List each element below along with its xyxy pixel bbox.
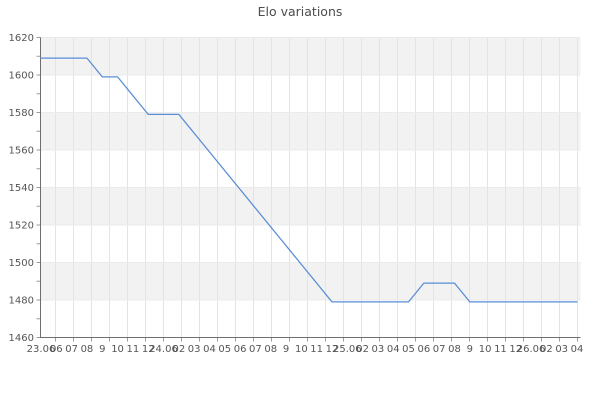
x-tick-label: 06 (417, 344, 430, 355)
horizontal-gridlines (40, 37, 581, 338)
x-tick-label: 08 (264, 344, 277, 355)
x-tick-label: 24.06 (149, 344, 178, 355)
x-tick-label: 10 (111, 344, 124, 355)
y-tick-label: 1460 (9, 333, 34, 344)
x-tick-label: 03 (555, 344, 568, 355)
x-tick-label: 07 (249, 344, 262, 355)
y-tick-label: 1620 (9, 33, 34, 44)
plot-band (40, 225, 581, 263)
chart-title: Elo variations (258, 4, 343, 19)
plot-band (40, 37, 581, 75)
plot-band (40, 150, 581, 188)
x-tick-label: 10 (479, 344, 492, 355)
y-tick-label: 1500 (9, 258, 34, 269)
x-tick-label: 04 (203, 344, 216, 355)
x-tick-label: 11 (494, 344, 507, 355)
x-tick-label: 12 (326, 344, 339, 355)
x-tick-label: 08 (448, 344, 461, 355)
x-tick-label: 06 (50, 344, 63, 355)
x-tick-label: 03 (188, 344, 201, 355)
y-tick-label: 1520 (9, 221, 34, 232)
elo-data-line (40, 57, 578, 303)
y-tick-label: 1580 (9, 108, 34, 119)
x-tick-label: 03 (372, 344, 385, 355)
y-tick-label: 1540 (9, 183, 34, 194)
x-tick-label: 05 (402, 344, 415, 355)
x-tick-label: 04 (387, 344, 400, 355)
y-tick-label: 1560 (9, 146, 34, 157)
x-tick-label: 08 (81, 344, 94, 355)
plot-band (40, 112, 581, 150)
x-tick-label: 10 (295, 344, 308, 355)
axis-lines (40, 37, 581, 338)
x-tick-label: 04 (571, 344, 584, 355)
axis-tick-marks (36, 37, 578, 342)
x-tick-label: 11 (127, 344, 140, 355)
x-tick-label: 02 (356, 344, 369, 355)
plot-band (40, 75, 581, 113)
elo-series-polyline (40, 57, 578, 303)
x-tick-label: 05 (218, 344, 231, 355)
y-tick-label: 1600 (9, 71, 34, 82)
x-tick-label: 26.06 (517, 344, 546, 355)
plot-band (40, 262, 581, 300)
x-tick-label: 9 (467, 344, 473, 355)
x-tick-label: 25.06 (333, 344, 362, 355)
axis-line (40, 37, 581, 338)
plot-background-bands (40, 37, 581, 338)
x-tick-label: 07 (433, 344, 446, 355)
y-tick-label: 1480 (9, 296, 34, 307)
x-tick-label: 11 (310, 344, 323, 355)
x-tick-label: 07 (65, 344, 78, 355)
x-tick-label: 02 (540, 344, 553, 355)
x-tick-label: 02 (172, 344, 185, 355)
x-tick-label: 06 (234, 344, 247, 355)
x-tick-label: 12 (142, 344, 155, 355)
x-tick-label: 23.06 (27, 344, 56, 355)
plot-band (40, 187, 581, 225)
x-tick-label: 9 (99, 344, 105, 355)
plot-band (40, 300, 581, 338)
x-tick-label: 9 (283, 344, 289, 355)
x-tick-label: 12 (509, 344, 522, 355)
y-axis-tick-labels: 1620 1600 1580 1560 1540 1520 1500 1480 1460 (9, 33, 34, 344)
